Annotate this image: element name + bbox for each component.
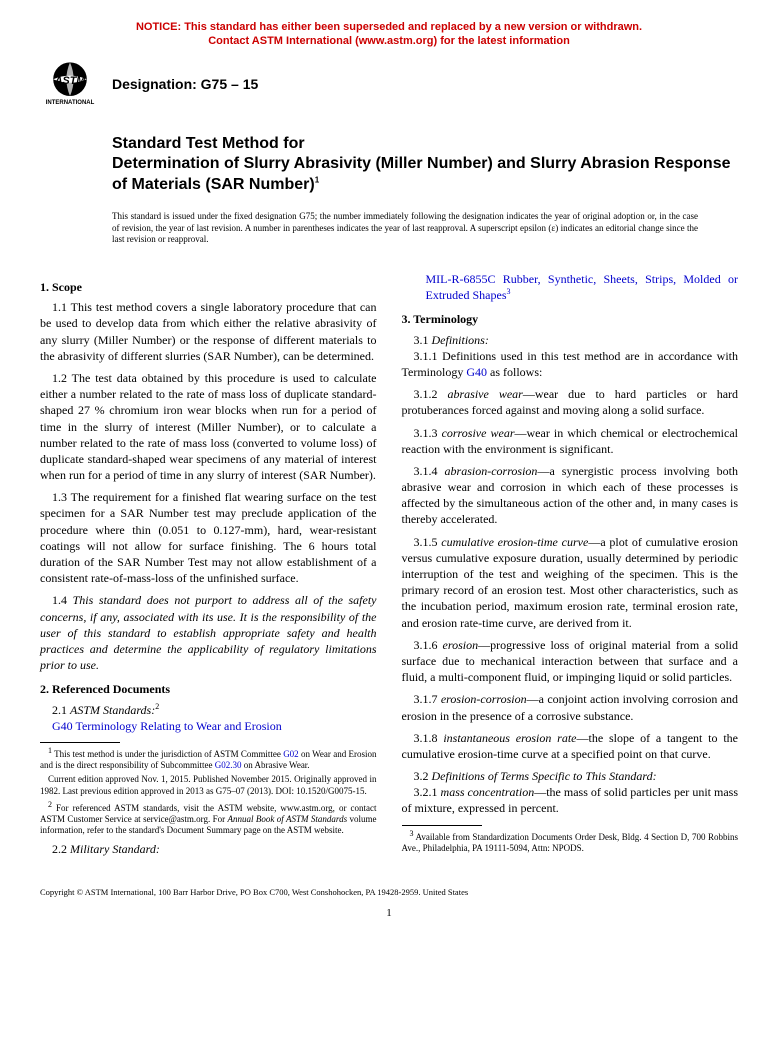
para-1-1: 1.1 This test method covers a single lab… — [40, 299, 377, 364]
body-columns: 1. Scope 1.1 This test method covers a s… — [40, 271, 738, 857]
astm-logo: ASTM INTERNATIONAL — [40, 59, 100, 109]
para-3-1-7: 3.1.7 erosion-corrosion—a conjoint actio… — [402, 691, 739, 723]
scope-heading: 1. Scope — [40, 279, 377, 295]
para-3-1-2: 3.1.2 abrasive wear—wear due to hard par… — [402, 386, 739, 418]
title-block: Standard Test Method for Determination o… — [112, 134, 738, 196]
para-3-1-4: 3.1.4 abrasion-corrosion—a synergistic p… — [402, 463, 739, 528]
para-3-1-8: 3.1.8 instantaneous erosion rate—the slo… — [402, 730, 739, 762]
para-1-4: 1.4 This standard does not purport to ad… — [40, 592, 377, 673]
notice-line1: NOTICE: This standard has either been su… — [136, 21, 642, 33]
para-3-1-1: 3.1.1 Definitions used in this test meth… — [402, 348, 739, 380]
footnote-2: 2 For referenced ASTM standards, visit t… — [40, 800, 377, 837]
notice-line2: Contact ASTM International (www.astm.org… — [208, 35, 570, 47]
para-1-3: 1.3 The requirement for a finished flat … — [40, 489, 377, 586]
title-prefix: Standard Test Method for — [112, 134, 738, 155]
para-3-1-6: 3.1.6 erosion—progressive loss of origin… — [402, 637, 739, 686]
ref-mil: MIL-R-6855C Rubber, Synthetic, Sheets, S… — [402, 271, 739, 303]
header-row: ASTM INTERNATIONAL Designation: G75 – 15 — [40, 59, 738, 109]
notice-banner: NOTICE: This standard has either been su… — [40, 20, 738, 49]
footnote-3: 3 Available from Standardization Documen… — [402, 829, 739, 855]
footnote-rule-left — [40, 742, 120, 743]
para-3-1: 3.1 Definitions: — [402, 332, 739, 348]
link-g02-30[interactable]: G02.30 — [215, 760, 242, 770]
designation-label: Designation: G75 – 15 — [112, 76, 258, 92]
svg-text:ASTM: ASTM — [54, 75, 87, 87]
para-3-1-3: 3.1.3 corrosive wear—wear in which chemi… — [402, 425, 739, 457]
para-2-1: 2.1 ASTM Standards:2 — [40, 702, 377, 718]
page-number: 1 — [40, 907, 738, 919]
link-g40[interactable]: G40 — [52, 719, 73, 733]
link-g40-inline[interactable]: G40 — [466, 365, 487, 379]
footnote-1b: Current edition approved Nov. 1, 2015. P… — [40, 774, 377, 797]
link-g02[interactable]: G02 — [283, 749, 299, 759]
refdocs-heading: 2. Referenced Documents — [40, 681, 377, 697]
para-2-2: 2.2 Military Standard: — [40, 841, 377, 857]
para-1-2: 1.2 The test data obtained by this proce… — [40, 370, 377, 483]
svg-text:INTERNATIONAL: INTERNATIONAL — [46, 99, 95, 105]
copyright-line: Copyright © ASTM International, 100 Barr… — [40, 887, 738, 897]
para-3-2-1: 3.2.1 mass concentration—the mass of sol… — [402, 784, 739, 816]
para-3-2: 3.2 Definitions of Terms Specific to Thi… — [402, 768, 739, 784]
page: NOTICE: This standard has either been su… — [0, 0, 778, 949]
terminology-heading: 3. Terminology — [402, 311, 739, 327]
link-mil[interactable]: MIL-R-6855C — [426, 272, 496, 286]
footnote-1: 1 This test method is under the jurisdic… — [40, 746, 377, 772]
ref-g40: G40 Terminology Relating to Wear and Ero… — [40, 718, 377, 734]
issuance-note: This standard is issued under the fixed … — [112, 211, 698, 246]
footnote-rule-right — [402, 825, 482, 826]
para-3-1-5: 3.1.5 cumulative erosion-time curve—a pl… — [402, 534, 739, 631]
title-main: Determination of Slurry Abrasivity (Mill… — [112, 154, 738, 196]
